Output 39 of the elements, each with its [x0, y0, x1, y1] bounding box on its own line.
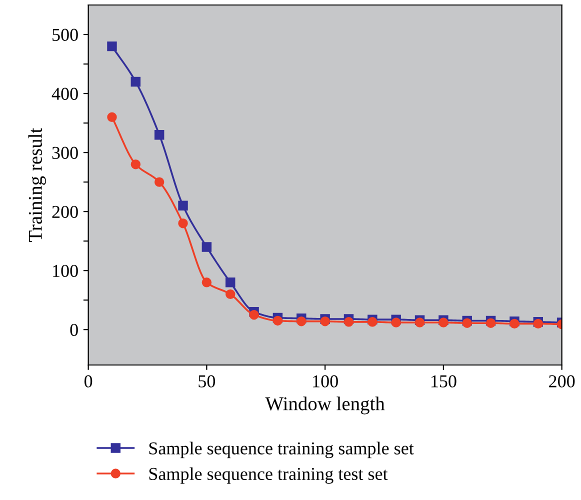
point [107, 112, 117, 122]
y-tick-label: 0 [70, 324, 78, 336]
point [202, 278, 212, 288]
legend-label: Sample sequence training test set [149, 467, 388, 484]
point [107, 41, 117, 52]
x-tick-label: 150 [431, 375, 456, 388]
y-axis-title: Training result [28, 128, 46, 242]
point [462, 318, 472, 328]
point [272, 316, 283, 326]
y-tick-label: 200 [52, 206, 78, 218]
point [510, 318, 520, 329]
point [130, 76, 141, 87]
point [178, 200, 188, 211]
y-tick-label: 100 [53, 264, 78, 278]
point [438, 318, 448, 328]
point [414, 318, 425, 328]
x-tick-label: 100 [313, 375, 338, 388]
point [368, 317, 378, 327]
x-axis-title: Window length [265, 396, 385, 414]
point [249, 310, 259, 320]
x-tick-label: 0 [84, 375, 92, 388]
point [320, 316, 330, 326]
y-tick-label: 300 [52, 146, 78, 159]
point [202, 242, 212, 252]
point [486, 318, 496, 328]
x-tick-label: 50 [198, 375, 216, 388]
y-tick-label: 400 [52, 88, 78, 100]
point [130, 159, 141, 170]
point [226, 278, 236, 288]
point [391, 318, 401, 328]
point [154, 177, 164, 187]
legend-label: Sample sequence training sample set [149, 442, 414, 458]
point [296, 316, 306, 326]
point [226, 289, 236, 300]
x-tick-label: 200 [549, 375, 575, 388]
point [344, 317, 354, 327]
point [154, 130, 164, 140]
point [178, 218, 188, 228]
y-tick-label: 500 [52, 28, 78, 41]
